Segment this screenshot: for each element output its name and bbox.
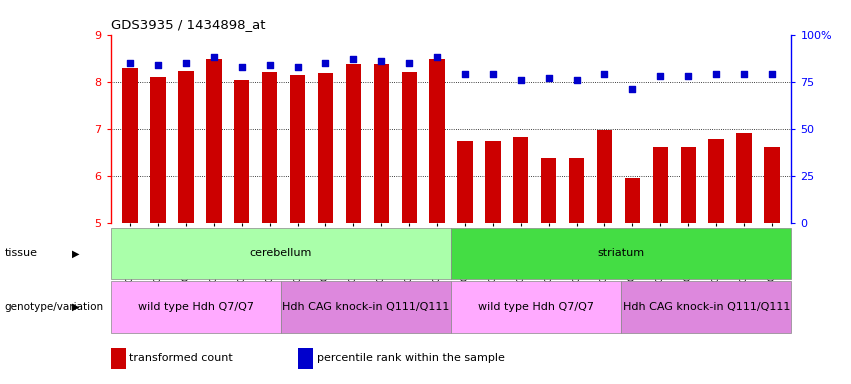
- Point: [180, 60, 193, 66]
- Point: [514, 77, 528, 83]
- Bar: [457, 141, 472, 223]
- Bar: [621, 281, 791, 333]
- Bar: [262, 72, 277, 223]
- Text: wild type Hdh Q7/Q7: wild type Hdh Q7/Q7: [478, 302, 594, 312]
- Bar: [317, 73, 333, 223]
- Text: striatum: striatum: [597, 248, 645, 258]
- Point: [458, 71, 471, 77]
- Point: [123, 60, 137, 66]
- Bar: [374, 64, 389, 223]
- Point: [570, 77, 584, 83]
- Bar: [298, 348, 313, 369]
- Text: cerebellum: cerebellum: [249, 248, 312, 258]
- Point: [151, 61, 165, 68]
- Bar: [625, 178, 640, 223]
- Bar: [708, 139, 723, 223]
- Point: [403, 60, 416, 66]
- Text: GDS3935 / 1434898_at: GDS3935 / 1434898_at: [111, 18, 266, 31]
- Bar: [681, 147, 696, 223]
- Point: [542, 75, 556, 81]
- Bar: [111, 348, 126, 369]
- Bar: [451, 228, 791, 279]
- Bar: [346, 64, 361, 223]
- Text: wild type Hdh Q7/Q7: wild type Hdh Q7/Q7: [138, 302, 254, 312]
- Bar: [111, 281, 281, 333]
- Bar: [513, 137, 528, 223]
- Bar: [569, 158, 585, 223]
- Bar: [736, 133, 751, 223]
- Bar: [290, 75, 306, 223]
- Bar: [206, 60, 221, 223]
- Bar: [402, 72, 417, 223]
- Point: [682, 73, 695, 79]
- Bar: [597, 129, 612, 223]
- Point: [654, 73, 667, 79]
- Point: [235, 63, 248, 70]
- Point: [318, 60, 332, 66]
- Text: transformed count: transformed count: [129, 353, 233, 363]
- Bar: [234, 80, 249, 223]
- Text: percentile rank within the sample: percentile rank within the sample: [317, 353, 505, 363]
- Point: [291, 63, 305, 70]
- Text: Hdh CAG knock-in Q111/Q111: Hdh CAG knock-in Q111/Q111: [283, 302, 449, 312]
- Point: [346, 56, 360, 62]
- Point: [207, 54, 220, 60]
- Point: [374, 58, 388, 64]
- Point: [263, 61, 277, 68]
- Point: [737, 71, 751, 77]
- Text: tissue: tissue: [4, 248, 37, 258]
- Text: ▶: ▶: [72, 302, 80, 312]
- Bar: [485, 141, 500, 223]
- Point: [486, 71, 500, 77]
- Bar: [653, 147, 668, 223]
- Bar: [111, 228, 451, 279]
- Point: [431, 54, 444, 60]
- Bar: [179, 71, 194, 223]
- Text: genotype/variation: genotype/variation: [4, 302, 103, 312]
- Text: Hdh CAG knock-in Q111/Q111: Hdh CAG knock-in Q111/Q111: [623, 302, 790, 312]
- Point: [709, 71, 722, 77]
- Point: [765, 71, 779, 77]
- Point: [625, 86, 639, 92]
- Bar: [123, 68, 138, 223]
- Text: ▶: ▶: [72, 248, 80, 258]
- Bar: [281, 281, 451, 333]
- Bar: [151, 77, 166, 223]
- Bar: [764, 147, 780, 223]
- Bar: [430, 60, 445, 223]
- Bar: [451, 281, 621, 333]
- Point: [597, 71, 611, 77]
- Bar: [541, 158, 557, 223]
